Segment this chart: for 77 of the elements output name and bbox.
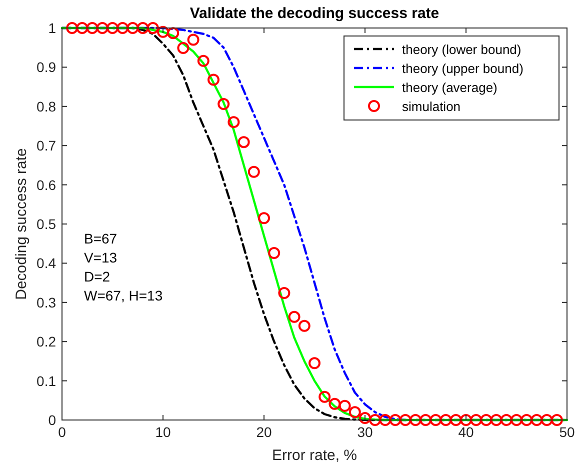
point [550, 414, 563, 426]
point [66, 22, 78, 34]
point [490, 414, 502, 426]
legend-label: simulation [402, 99, 461, 114]
chart-title: Validate the decoding success rate [190, 5, 440, 22]
point [116, 22, 129, 34]
point [136, 22, 149, 34]
point [450, 414, 462, 426]
point [430, 414, 442, 426]
point [500, 414, 512, 426]
y-tick-label: 0.4 [36, 255, 56, 272]
x-tick-label: 10 [155, 424, 171, 440]
point [126, 22, 139, 34]
legend-label: theory (lower bound) [402, 42, 522, 57]
point [399, 414, 412, 426]
point [460, 414, 472, 426]
point [238, 136, 250, 148]
point [106, 22, 118, 34]
annotation: D=2 [84, 268, 110, 285]
y-tick-label: 0.5 [36, 216, 56, 232]
annotation: V=13 [84, 250, 118, 266]
x-tick-label: 0 [58, 424, 66, 440]
point [379, 414, 392, 426]
point [268, 247, 280, 260]
point [187, 34, 200, 46]
point [288, 310, 300, 323]
point [338, 400, 351, 412]
point [480, 414, 492, 426]
y-tick-label: 0.9 [36, 59, 56, 76]
x-tick-label: 50 [559, 424, 575, 440]
x-tick-label: 40 [458, 424, 474, 440]
x-tick-label: 30 [357, 424, 373, 440]
y-tick-label: 0.8 [36, 98, 56, 114]
x-axis-title: Error rate, % [272, 447, 358, 464]
point [167, 27, 180, 40]
point [440, 414, 452, 426]
point [228, 116, 240, 128]
annotation: W=67, H=13 [84, 288, 163, 304]
y-tick-label: 0 [48, 412, 56, 428]
point [248, 166, 260, 178]
point [177, 42, 190, 54]
point [298, 320, 310, 332]
point [369, 414, 382, 426]
point [308, 357, 320, 370]
point [510, 414, 522, 426]
y-tick-label: 1 [48, 20, 56, 36]
point [258, 212, 270, 224]
point [157, 26, 169, 38]
point [389, 414, 402, 426]
point [359, 412, 371, 424]
point [520, 414, 533, 426]
point [278, 286, 290, 299]
y-axis-title: Decoding success rate [13, 148, 30, 300]
y-tick-label: 0.3 [36, 294, 56, 310]
point [530, 414, 543, 426]
point [96, 22, 108, 34]
annotation: B=67 [84, 230, 118, 247]
point [348, 406, 361, 418]
y-tick-label: 0.7 [36, 138, 56, 154]
y-tick-label: 0.6 [36, 176, 56, 193]
point [470, 414, 482, 426]
point [410, 414, 422, 426]
legend-label: theory (upper bound) [402, 61, 524, 76]
y-tick-label: 0.1 [36, 372, 56, 389]
point [86, 22, 98, 34]
legend-label: theory (average) [402, 80, 498, 95]
point [420, 414, 432, 426]
point [318, 390, 331, 403]
point [76, 22, 88, 34]
point [208, 74, 220, 86]
y-tick-label: 0.2 [36, 334, 56, 350]
point [218, 98, 230, 110]
point [540, 414, 553, 426]
point [146, 22, 159, 34]
point [197, 54, 210, 67]
point [328, 398, 341, 410]
x-tick-label: 20 [256, 424, 272, 440]
